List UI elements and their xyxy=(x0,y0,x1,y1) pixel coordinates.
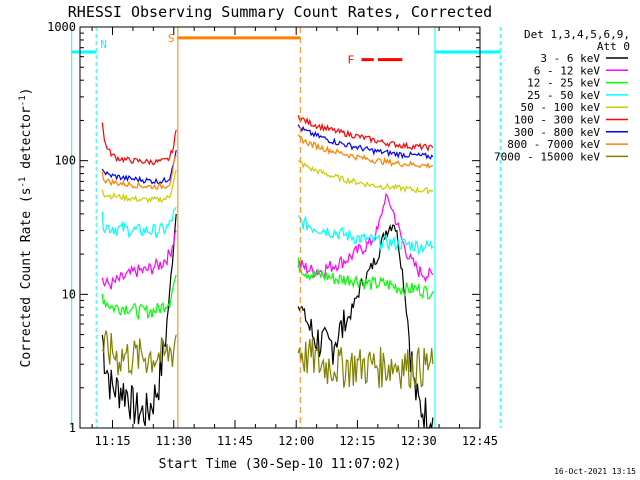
series-1 xyxy=(101,213,434,429)
series-line-3-part-2 xyxy=(297,257,434,300)
series-line-7-part-1 xyxy=(101,149,177,186)
x-tick-label: 11:15 xyxy=(94,434,130,448)
series-line-6-part-1 xyxy=(101,122,177,166)
legend-header-line: Det 1,3,4,5,6,9, xyxy=(524,28,630,41)
y-tick-label: 1 xyxy=(69,421,76,435)
series-line-1-part-1 xyxy=(101,213,177,426)
legend-label: 300 - 800 keV xyxy=(514,126,600,139)
series-3 xyxy=(101,257,434,321)
series-line-6-part-2 xyxy=(297,115,434,152)
night-label: N xyxy=(100,38,107,51)
legend-label: 50 - 100 keV xyxy=(521,101,601,114)
y-tick-label: 1000 xyxy=(47,20,76,34)
series-line-2-part-2 xyxy=(297,192,434,283)
series-line-1-part-2 xyxy=(297,224,434,429)
x-axis-label: Start Time (30-Sep-10 11:07:02) xyxy=(159,457,402,472)
x-tick-label: 12:00 xyxy=(278,434,314,448)
series-line-2-part-1 xyxy=(101,230,177,290)
series-8 xyxy=(101,134,434,190)
series-line-9-part-1 xyxy=(101,330,177,376)
series-line-7-part-2 xyxy=(297,124,434,160)
legend-label: 100 - 300 keV xyxy=(514,114,600,127)
legend-label: 12 - 25 keV xyxy=(527,77,600,90)
series-line-4-part-2 xyxy=(297,215,434,256)
x-tick-label: 12:15 xyxy=(339,434,375,448)
series-line-4-part-1 xyxy=(101,206,177,239)
x-tick-label: 12:45 xyxy=(462,434,498,448)
y-axis-label: Corrected Count Rate (s-1 detector-1) xyxy=(18,88,34,368)
series-line-8-part-1 xyxy=(101,154,177,190)
series-7 xyxy=(101,124,434,186)
x-tick-label: 11:45 xyxy=(217,434,253,448)
legend-label: 800 - 7000 keV xyxy=(507,138,600,151)
plot-area: N S F 1 10 100 1000 11:15 11:30 11:45 12:00 12:15 12… xyxy=(18,20,501,448)
series-line-8-part-2 xyxy=(297,134,434,169)
series-2 xyxy=(101,192,434,290)
legend-header-line: Att 0 xyxy=(597,40,630,53)
series-line-5-part-1 xyxy=(101,169,177,204)
legend-label: 6 - 12 keV xyxy=(534,64,601,77)
flare-label: F xyxy=(348,54,355,67)
legend-label: 3 - 6 keV xyxy=(540,52,600,65)
series-line-5-part-2 xyxy=(298,160,434,196)
x-tick-label: 12:30 xyxy=(401,434,437,448)
footer-timestamp: 16-Oct-2021 13:15 xyxy=(554,467,636,476)
legend-label: 25 - 50 keV xyxy=(527,89,600,102)
series-6 xyxy=(101,115,434,166)
series-9 xyxy=(101,330,434,390)
series-line-9-part-2 xyxy=(297,338,434,390)
series-5 xyxy=(101,160,434,204)
legend-label: 7000 - 15000 keV xyxy=(494,150,600,163)
y-tick-label: 10 xyxy=(62,287,76,301)
y-tick-label: 100 xyxy=(54,154,76,168)
saa-label: S xyxy=(168,32,175,45)
chart-title: RHESSI Observing Summary Count Rates, Co… xyxy=(68,3,492,21)
series-line-3-part-1 xyxy=(101,274,177,321)
x-tick-label: 11:30 xyxy=(156,434,192,448)
plot-frame xyxy=(79,26,481,429)
series-4 xyxy=(101,206,434,256)
